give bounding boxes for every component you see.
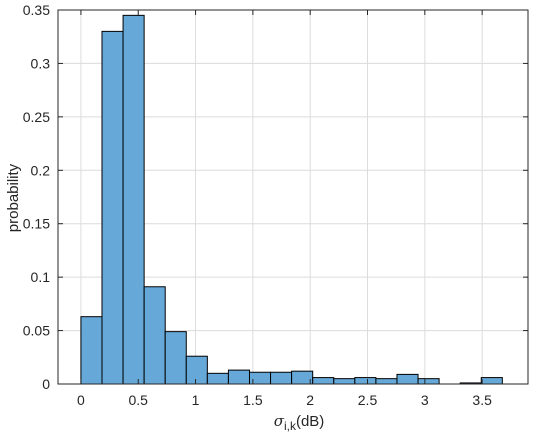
bars (80, 14, 503, 385)
histogram-bar (101, 30, 124, 385)
ticks (58, 9, 528, 385)
histogram-bar (417, 378, 440, 385)
histogram-bar (270, 371, 293, 385)
x-tick-label: 1.5 (243, 392, 263, 408)
histogram-bar (396, 373, 419, 385)
axes-box (57, 9, 529, 385)
y-tick-label: 0.25 (23, 109, 50, 125)
x-tick-label: 3.5 (472, 392, 492, 408)
y-tick-label: 0 (42, 376, 50, 392)
y-tick-labels: 0 0.05 0.1 0.15 0.2 0.25 0.3 0.35 (23, 2, 50, 392)
histogram-bar (333, 378, 356, 385)
x-axis-label-unit: (dB) (296, 413, 324, 430)
histogram-bar (354, 377, 377, 385)
x-tick-label: 1 (192, 392, 200, 408)
histogram-bar (291, 370, 314, 385)
y-tick-label: 0.1 (31, 269, 51, 285)
y-axis-label: probability (5, 163, 22, 232)
histogram-bar (80, 316, 103, 385)
histogram-bar (185, 355, 208, 385)
x-axis-label: σi,k(dB) (274, 412, 325, 433)
histogram-bar (206, 372, 229, 385)
histogram-bar (480, 377, 503, 385)
histogram-bar (164, 331, 187, 385)
histogram-bar (122, 14, 145, 385)
x-tick-label: 3 (421, 392, 429, 408)
histogram-bar (143, 286, 166, 385)
x-tick-label: 0 (77, 392, 85, 408)
histogram-bar (375, 378, 398, 385)
x-tick-label: 0.5 (129, 392, 149, 408)
x-axis-label-symbol: σ (274, 412, 285, 430)
y-tick-label: 0.35 (23, 2, 50, 18)
y-tick-label: 0.2 (31, 162, 51, 178)
y-tick-label: 0.3 (31, 55, 51, 71)
histogram-bar (312, 377, 335, 385)
histogram-bar (227, 369, 250, 385)
x-axis-label-subscript: i,k (284, 419, 297, 433)
x-tick-labels: 0 0.5 1 1.5 2 2.5 3 3.5 (77, 392, 492, 408)
x-tick-label: 2 (306, 392, 314, 408)
x-tick-label: 2.5 (358, 392, 378, 408)
y-tick-label: 0.05 (23, 323, 50, 339)
y-tick-label: 0.15 (23, 216, 50, 232)
